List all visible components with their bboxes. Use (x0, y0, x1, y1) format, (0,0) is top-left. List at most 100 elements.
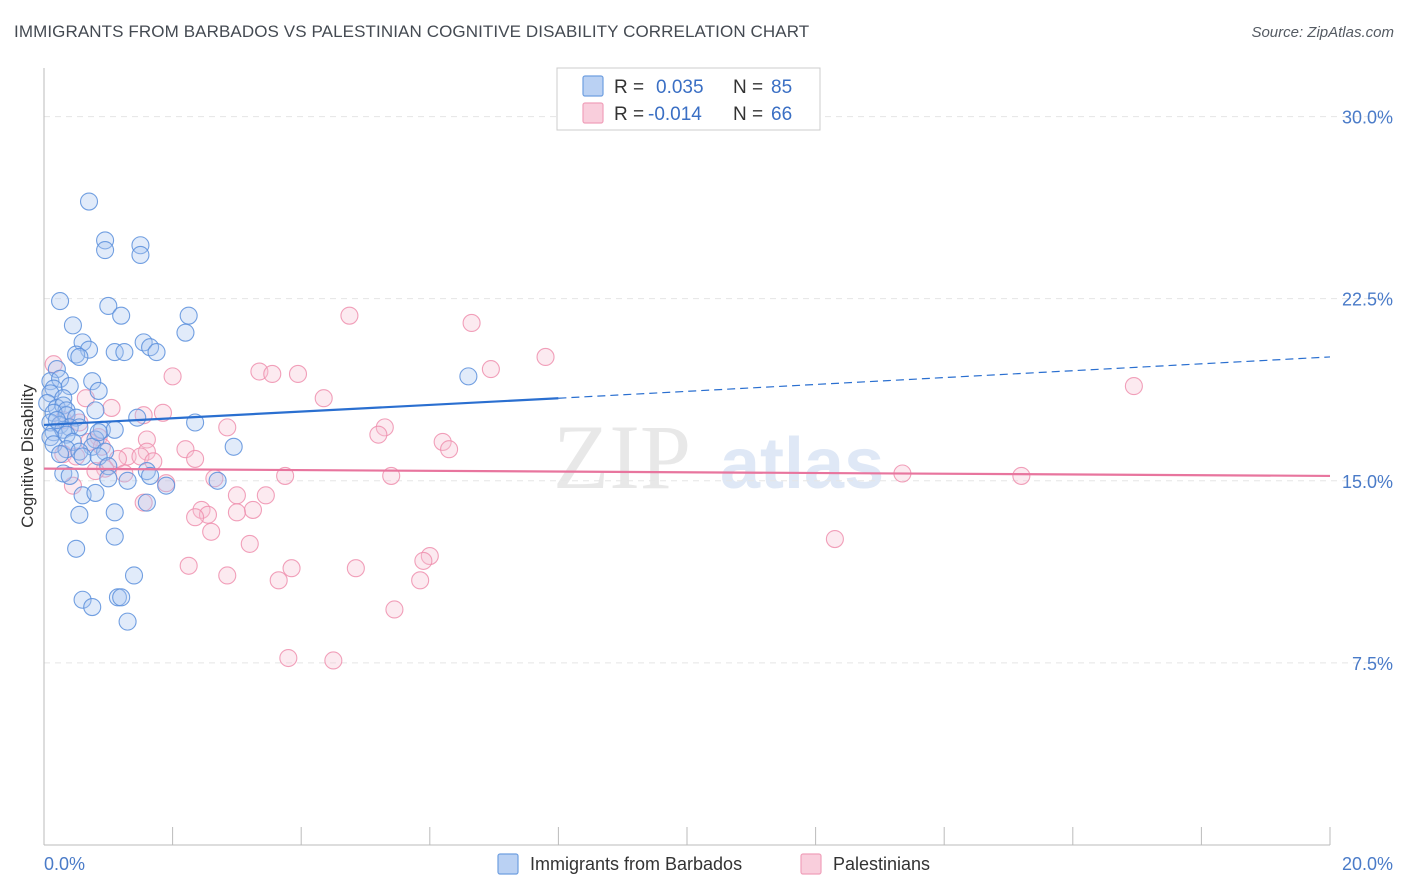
palestinians-point-23 (433, 432, 452, 451)
barbados-point-67 (118, 471, 137, 490)
watermark-atlas: atlas (720, 424, 884, 504)
barbados-point-65 (141, 466, 160, 485)
palestinians-point-25 (176, 440, 195, 459)
y-tick-label-1: 15.0% (1342, 472, 1393, 492)
palestinians-point-61 (218, 566, 237, 585)
y-tick-label-3: 30.0% (1342, 108, 1393, 128)
correlation-legend: R = 0.035 N = 85 R = -0.014 N = 66 (556, 67, 821, 131)
palestinians-point-13 (153, 403, 173, 422)
y-tick-labels: 7.5% 15.0% 22.5% 30.0% (1342, 108, 1393, 674)
barbados-point-64 (60, 466, 79, 485)
palestinians-trend-line (43, 467, 1331, 478)
barbados-point-47 (105, 420, 124, 439)
barbados-trend-extension (558, 356, 1331, 399)
chart-source: Source: ZipAtlas.com (1251, 24, 1394, 41)
barbados-point-75 (105, 527, 124, 546)
legend-r-label-blue: R = (614, 77, 644, 98)
barbados-point-7 (112, 306, 131, 325)
y-axis-label: Cognitive Disability (18, 384, 37, 528)
palestinians-point-26 (440, 440, 459, 459)
palestinians-point-2 (536, 347, 555, 366)
barbados-point-66 (99, 469, 118, 488)
barbados-point-22 (51, 369, 70, 388)
series-legend: Immigrants from Barbados Palestinians (497, 853, 930, 875)
barbados-point-78 (73, 590, 92, 609)
palestinians-point-41 (1012, 466, 1031, 485)
barbados-point-5 (51, 292, 70, 311)
palestinians-point-45 (227, 486, 246, 505)
series-legend-label-pink: Palestinians (833, 854, 930, 874)
palestinians-point-29 (67, 447, 86, 466)
barbados-point-49 (57, 425, 76, 444)
barbados-point-68 (208, 471, 227, 490)
barbados-point-16 (115, 343, 134, 362)
x-tick-label-max: 20.0% (1342, 854, 1393, 874)
barbados-point-74 (105, 503, 124, 522)
palestinians-point-55 (240, 534, 259, 553)
legend-swatch-pink (582, 102, 604, 124)
barbados-point-54 (224, 437, 243, 456)
barbados-point-72 (137, 493, 156, 512)
palestinians-point-1 (462, 313, 481, 333)
barbados-point-0 (79, 192, 99, 211)
palestinians-point-62 (411, 571, 430, 590)
palestinians-point-9 (1124, 377, 1143, 396)
barbados-point-59 (73, 447, 92, 466)
barbados-point-73 (70, 505, 89, 524)
palestinians-point-59 (282, 559, 301, 578)
barbados-point-1 (96, 231, 115, 250)
barbados-point-63 (137, 462, 156, 481)
barbados-point-60 (89, 447, 108, 466)
barbados-point-37 (67, 408, 86, 427)
palestinians-point-38 (276, 466, 295, 485)
barbados-point-30 (38, 394, 57, 413)
barbados-point-9 (63, 316, 82, 335)
barbados-point-58 (51, 445, 70, 464)
barbados-point-24 (459, 367, 478, 386)
palestinians-point-4 (481, 360, 500, 379)
x-tick-marks (43, 827, 1331, 845)
palestinians-point-60 (346, 559, 365, 578)
palestinians-point-0 (340, 306, 359, 325)
y-tick-label-2: 22.5% (1342, 290, 1393, 310)
palestinians-point-65 (279, 648, 298, 668)
palestinians-point-54 (825, 530, 844, 549)
palestinians-point-12 (102, 398, 121, 417)
barbados-point-15 (105, 343, 124, 362)
barbados-point-3 (96, 241, 115, 260)
palestinians-point-44 (63, 476, 82, 495)
barbados-point-18 (67, 345, 86, 364)
barbados-point-71 (86, 483, 105, 502)
x-tick-label-min: 0.0% (44, 854, 85, 874)
watermark-zip: ZIP (553, 406, 691, 508)
series-legend-swatch-pink (800, 853, 822, 875)
barbados-point-27 (89, 381, 108, 400)
legend-n-label-blue: N = (733, 77, 763, 98)
barbados-point-38 (128, 408, 147, 427)
barbados-trend-line (43, 397, 559, 427)
barbados-point-69 (157, 476, 176, 495)
barbados-point-34 (86, 401, 105, 420)
barbados-point-23 (83, 372, 102, 391)
palestinians-point-64 (385, 600, 404, 619)
barbados-point-10 (176, 323, 195, 342)
chart-title: IMMIGRANTS FROM BARBADOS VS PALESTINIAN … (14, 22, 810, 41)
barbados-point-84 (47, 411, 66, 430)
gridlines (44, 116, 1385, 664)
barbados-point-81 (83, 597, 102, 617)
palestinians-point-6 (263, 364, 282, 383)
legend-r-value-blue: 0.035 (656, 77, 704, 98)
palestinians-point-19 (369, 425, 388, 444)
legend-n-value-pink: 66 (771, 104, 792, 125)
barbados-point-80 (112, 588, 131, 607)
palestinians-point-18 (375, 418, 394, 437)
legend-r-value-pink: -0.014 (648, 104, 702, 125)
barbados-point-82 (118, 612, 137, 631)
series-legend-label-blue: Immigrants from Barbados (530, 854, 742, 874)
barbados-point-17 (147, 343, 166, 362)
barbados-points (38, 192, 478, 631)
barbados-point-83 (89, 423, 108, 442)
palestinians-point-58 (179, 556, 198, 575)
palestinians-point-11 (314, 389, 333, 408)
